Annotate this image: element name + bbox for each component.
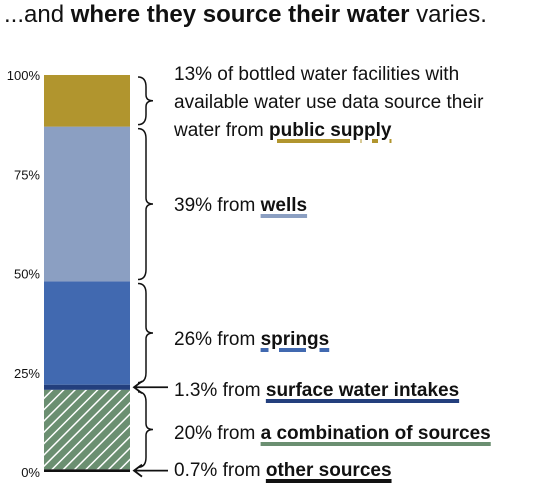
wells-prefix: 39% from	[174, 195, 261, 216]
annotation-connectors	[132, 76, 168, 478]
bar-segment-public-supply	[44, 75, 130, 127]
y-tick-label: 100%	[7, 68, 41, 83]
title-prefix: ...and	[4, 1, 71, 28]
wells-label: wells	[260, 195, 308, 216]
annotation-other: 0.7% from other sources	[174, 458, 392, 484]
public-supply-prefix: water from	[174, 120, 270, 141]
annotation-public-supply-line1: 13% of bottled water facilities with	[174, 64, 460, 85]
title-suffix: varies.	[409, 1, 487, 28]
chart-title: ...and where they source their water var…	[4, 1, 538, 29]
brace-a-combination-of-sources	[137, 391, 154, 468]
y-tick-label: 75%	[14, 167, 40, 182]
bar-segment-wells	[44, 126, 130, 282]
bar-segment-other-sources	[44, 469, 130, 472]
annotation-public-supply-line3: water from public supply	[174, 118, 391, 144]
bar-segment-springs	[44, 281, 130, 385]
brace-wells	[137, 127, 154, 281]
y-tick-label: 50%	[14, 267, 40, 282]
brace-springs	[137, 282, 154, 384]
y-tick-label: 0%	[21, 465, 40, 480]
bar-segment-surface-water-intakes	[44, 384, 130, 390]
combination-label: a combination of sources	[260, 423, 491, 444]
annotation-combination: 20% from a combination of sources	[174, 421, 491, 447]
surface-prefix: 1.3% from	[174, 380, 266, 401]
annotation-springs: 26% from springs	[174, 327, 329, 353]
other-label: other sources	[265, 460, 392, 481]
y-tick-label: 25%	[14, 366, 40, 381]
springs-prefix: 26% from	[174, 329, 261, 350]
bar-segments	[44, 75, 130, 472]
brace-public-supply	[137, 76, 154, 126]
y-axis-ticks: 0% 25% 50% 75% 100%	[7, 68, 41, 480]
annotation-public-supply-line2: available water use data source their	[174, 92, 484, 113]
combination-prefix: 20% from	[174, 423, 261, 444]
bar-segment-a-combination-of-sources	[44, 389, 130, 470]
annotation-surface: 1.3% from surface water intakes	[174, 378, 459, 404]
annotation-wells: 39% from wells	[174, 193, 307, 219]
arrow-other-sources	[132, 463, 168, 478]
springs-label: springs	[260, 329, 330, 350]
title-bold: where they source their water	[70, 1, 410, 28]
public-supply-label: public supply	[269, 120, 392, 141]
surface-label: surface water intakes	[265, 380, 460, 401]
other-prefix: 0.7% from	[174, 460, 266, 481]
